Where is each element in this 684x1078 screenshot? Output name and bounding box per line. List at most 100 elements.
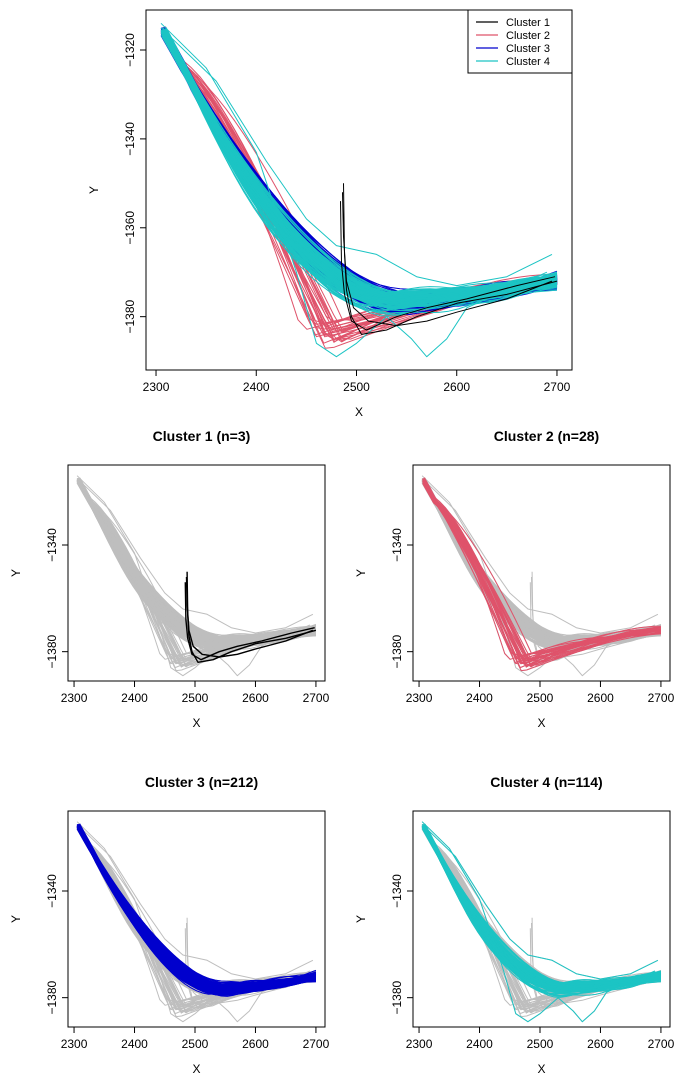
background-line — [422, 827, 661, 996]
background-line — [77, 479, 317, 643]
highlight-line — [424, 825, 661, 985]
y-tick-label: −1340 — [45, 528, 59, 562]
background-line — [422, 827, 661, 990]
background-line — [422, 828, 662, 990]
highlight-line — [78, 826, 317, 993]
background-line — [76, 479, 317, 648]
background-line — [78, 827, 316, 991]
background-line — [422, 827, 661, 991]
background-line — [78, 826, 317, 993]
cluster-3-line — [165, 34, 558, 307]
x-axis-label: X — [537, 716, 545, 730]
background-line — [422, 480, 661, 648]
background-line — [424, 828, 661, 990]
cluster-3-line — [161, 34, 558, 314]
background-line — [79, 825, 316, 994]
highlight-lines — [76, 823, 317, 997]
background-line — [77, 480, 316, 641]
background-line — [424, 827, 661, 987]
background-line — [424, 480, 661, 645]
highlight-line — [79, 826, 316, 991]
cluster-4-line — [161, 33, 558, 306]
background-line — [422, 826, 661, 994]
highlight-line — [78, 827, 317, 991]
background-line — [77, 827, 316, 987]
highlight-line — [76, 825, 317, 994]
background-line — [422, 826, 662, 993]
background-line — [424, 826, 661, 991]
background-line — [77, 825, 316, 989]
highlight-line — [77, 828, 316, 991]
background-line — [423, 480, 662, 648]
cluster-4-line — [163, 34, 558, 300]
background-line — [424, 827, 662, 987]
background-line — [421, 828, 662, 992]
background-line — [422, 479, 662, 647]
background-line — [422, 829, 661, 988]
background-line — [79, 480, 317, 648]
highlight-line — [423, 826, 661, 987]
highlight-line — [78, 823, 317, 995]
highlight-line — [79, 826, 316, 991]
highlight-line — [78, 823, 317, 993]
background-line — [424, 479, 661, 646]
background-line — [421, 481, 662, 643]
background-line — [422, 825, 661, 991]
background-line — [78, 479, 316, 645]
background-line — [77, 478, 316, 642]
background-line — [79, 481, 316, 644]
background-line — [77, 828, 316, 991]
background-line — [77, 481, 316, 644]
background-line — [78, 480, 317, 642]
cluster-4-line — [161, 32, 558, 311]
highlight-line — [77, 825, 317, 989]
cluster-3-line — [161, 35, 558, 300]
background-line — [79, 827, 316, 989]
background-line — [77, 480, 316, 644]
background-line — [77, 824, 316, 986]
background-line — [423, 826, 662, 988]
background-line — [422, 483, 661, 644]
background-line — [423, 481, 661, 644]
background-line — [422, 479, 661, 643]
highlight-line — [422, 825, 661, 989]
background-line — [422, 827, 662, 989]
highlight-line — [77, 828, 317, 993]
background-line — [423, 825, 662, 990]
background-line — [78, 826, 316, 985]
background-line — [79, 826, 316, 991]
highlight-line — [77, 824, 317, 991]
legend-entry: Cluster 2 — [506, 30, 550, 42]
cluster-4-line — [162, 32, 558, 312]
background-line — [423, 482, 661, 642]
highlight-line — [78, 827, 316, 993]
background-line — [421, 826, 662, 993]
background-line — [77, 481, 317, 648]
highlight-line — [421, 827, 662, 995]
background-line — [424, 482, 661, 640]
highlight-line — [424, 828, 661, 990]
background-line — [423, 481, 662, 645]
highlight-line — [79, 828, 317, 992]
highlight-line — [423, 828, 661, 988]
background-line — [421, 482, 661, 644]
background-line — [422, 478, 662, 642]
background-line — [77, 827, 317, 992]
highlight-line — [78, 826, 317, 995]
background-line — [423, 825, 662, 989]
background-line — [76, 821, 311, 1023]
background-line — [422, 482, 662, 650]
background-line — [423, 479, 661, 643]
background-line — [79, 480, 317, 647]
background-line — [424, 481, 661, 642]
background-line — [77, 479, 317, 646]
background-line — [423, 482, 662, 647]
background-line — [422, 481, 662, 649]
background-line — [79, 481, 316, 638]
cluster-3-line — [160, 35, 558, 306]
background-line — [79, 481, 316, 641]
background-line — [423, 826, 662, 993]
highlight-line — [76, 825, 317, 988]
background-line — [424, 827, 662, 994]
